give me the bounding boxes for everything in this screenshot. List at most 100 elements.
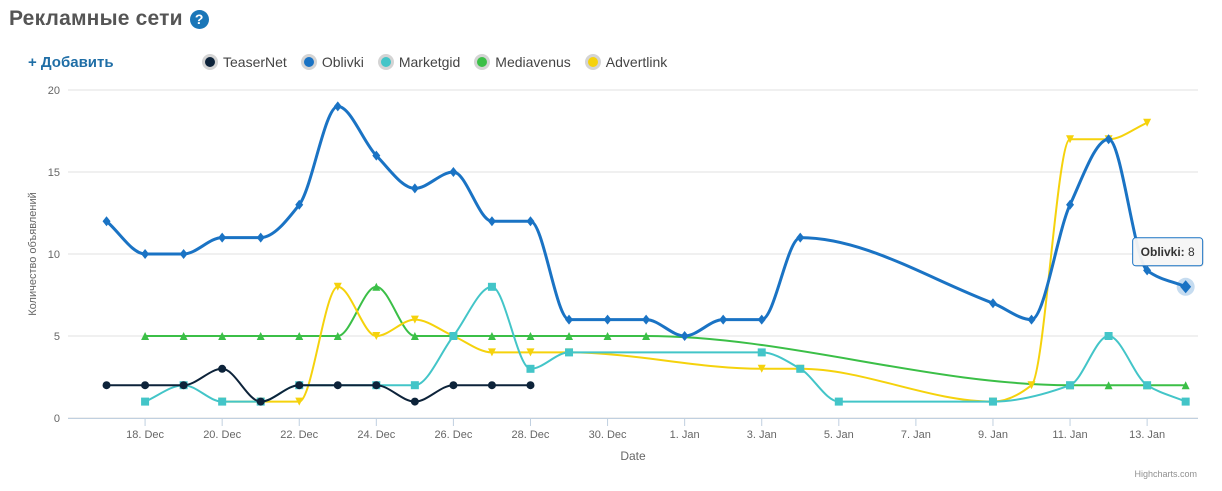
series-line — [105, 104, 1187, 338]
data-point — [333, 381, 342, 390]
data-point — [333, 282, 342, 291]
data-point — [1143, 265, 1152, 276]
x-tick-label: 20. Dec — [203, 429, 241, 441]
legend-marker — [300, 54, 317, 70]
data-point — [295, 397, 304, 406]
data-point — [796, 232, 805, 243]
data-point — [449, 332, 458, 340]
data-point — [372, 150, 381, 161]
data-point — [218, 397, 227, 406]
x-tick-label: 3. Jan — [747, 429, 777, 441]
y-tick-label: 0 — [54, 413, 60, 425]
data-point — [179, 249, 188, 259]
data-point — [757, 364, 766, 373]
data-point — [410, 315, 419, 324]
chart-legend: TeaserNet Oblivki Marketgid Mediavenus Adver… — [202, 54, 681, 70]
legend-item[interactable]: Advertlink — [584, 54, 667, 70]
data-point — [1066, 199, 1075, 210]
data-point — [642, 314, 651, 325]
data-point — [603, 332, 612, 340]
legend-item[interactable]: Marketgid — [377, 54, 461, 70]
data-point — [526, 216, 535, 227]
help-icon[interactable]: ? — [189, 9, 209, 29]
legend-label: TeaserNet — [223, 54, 287, 70]
legend-item[interactable]: Mediavenus — [474, 54, 571, 70]
y-tick-label: 10 — [48, 249, 60, 261]
data-point — [141, 381, 150, 390]
legend-item[interactable]: TeaserNet — [202, 54, 287, 70]
data-point — [1181, 397, 1190, 406]
data-point — [1104, 134, 1113, 145]
data-point — [449, 167, 458, 177]
data-point — [102, 216, 111, 227]
page-header: Рекламные сети ? — [9, 5, 209, 33]
data-point — [1066, 381, 1075, 390]
data-point — [1143, 118, 1152, 127]
x-tick-label: 26. Dec — [434, 429, 472, 441]
data-point — [526, 348, 535, 357]
data-point — [256, 397, 265, 406]
page-title: Рекламные сети — [9, 7, 183, 30]
data-point — [1181, 381, 1190, 390]
y-axis-title: Количество объявлений — [27, 192, 39, 316]
legend-label: Marketgid — [398, 54, 461, 70]
data-point — [179, 381, 188, 390]
series-advertlink — [218, 118, 1152, 406]
data-point — [526, 381, 535, 390]
data-point — [218, 364, 227, 373]
legend-label: Mediavenus — [495, 54, 571, 70]
data-point — [526, 364, 535, 373]
y-tick-label: 15 — [48, 167, 60, 179]
data-point — [1027, 314, 1036, 325]
data-point — [642, 332, 651, 340]
series-teasernet — [102, 364, 535, 406]
data-point — [256, 232, 265, 243]
x-tick-label: 5. Jan — [824, 429, 854, 441]
tooltip: Oblivki: 8 — [1132, 237, 1204, 267]
add-network-button[interactable]: + Добавить — [28, 54, 114, 71]
x-tick-label: 28. Dec — [512, 429, 550, 441]
legend-label: Oblivki — [321, 54, 364, 70]
data-point — [410, 381, 419, 390]
data-point — [1104, 381, 1113, 390]
tooltip-text: Oblivki: 8 — [1141, 245, 1195, 259]
data-point — [834, 397, 843, 406]
x-tick-label: 13. Jan — [1129, 429, 1165, 441]
legend-marker — [584, 54, 601, 70]
tooltip-box — [1132, 237, 1204, 267]
data-point — [333, 101, 342, 112]
data-point — [1180, 280, 1192, 294]
data-point — [218, 332, 227, 340]
data-point — [141, 397, 150, 406]
data-point — [410, 332, 419, 340]
data-point — [218, 232, 227, 243]
legend-item[interactable]: Oblivki — [300, 54, 364, 70]
x-tick-label: 11. Jan — [1052, 429, 1087, 441]
legend-marker — [474, 54, 491, 70]
data-point — [487, 332, 496, 340]
data-point — [487, 282, 496, 291]
x-tick-label: 1. Jan — [670, 429, 700, 441]
data-point — [449, 381, 458, 390]
series-line — [106, 367, 531, 403]
x-tick-label: 7. Jan — [901, 429, 931, 441]
y-tick-label: 20 — [48, 85, 60, 97]
data-point — [565, 314, 574, 325]
data-point — [410, 397, 419, 406]
data-point — [757, 314, 766, 325]
x-tick-label: 22. Dec — [280, 429, 318, 441]
data-point — [796, 364, 805, 373]
data-point — [1143, 381, 1152, 390]
data-point — [179, 332, 188, 340]
credits-link[interactable]: Highcharts.com — [1134, 469, 1197, 479]
x-tick-label: 24. Dec — [357, 429, 395, 441]
series-line — [222, 121, 1148, 403]
data-point — [141, 249, 150, 259]
data-point — [603, 314, 612, 325]
tooltip-value: 8 — [1185, 245, 1195, 259]
data-point — [1104, 332, 1113, 340]
data-point — [487, 381, 496, 390]
data-point — [410, 183, 419, 194]
data-point — [102, 381, 111, 390]
